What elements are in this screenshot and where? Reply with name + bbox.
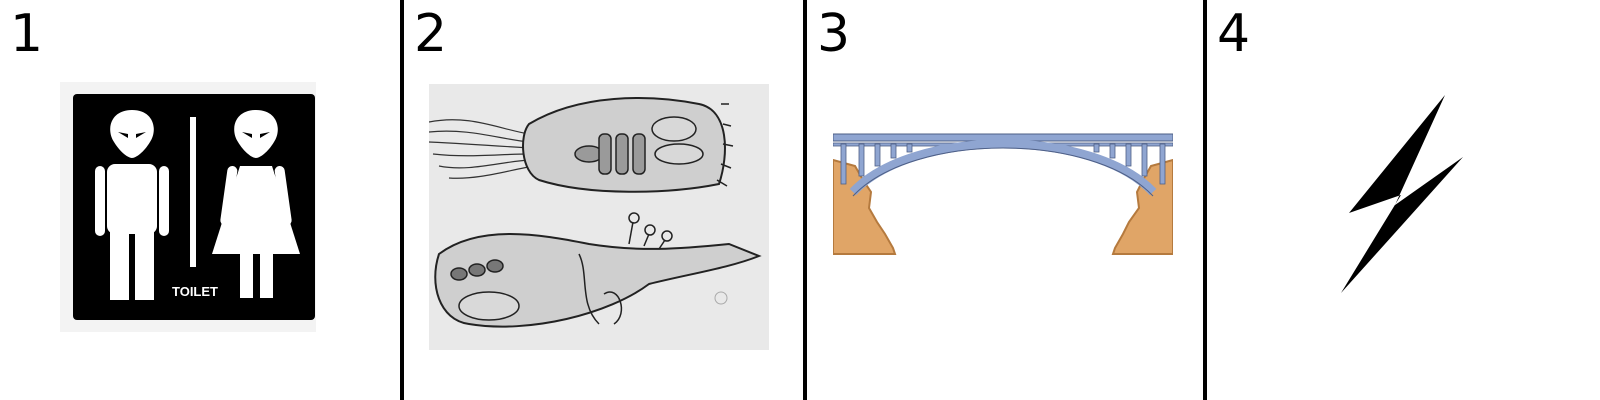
arch-bridge-icon	[833, 130, 1173, 260]
panel-number: 4	[1217, 4, 1251, 64]
toilet-label: TOILET	[172, 284, 218, 299]
panel-1: 1	[0, 0, 400, 400]
panel-3: 3	[803, 0, 1203, 400]
alien-creature-sketch-icon	[429, 84, 769, 350]
panel-4: 4	[1203, 0, 1600, 400]
panel-number: 2	[414, 4, 448, 64]
panel-number: 1	[10, 4, 44, 64]
panel-2: 2	[400, 0, 803, 400]
alien-toilet-sign-icon: TOILET	[60, 82, 316, 332]
panel-number: 3	[817, 4, 851, 64]
lightning-bolt-icon	[1337, 95, 1467, 295]
